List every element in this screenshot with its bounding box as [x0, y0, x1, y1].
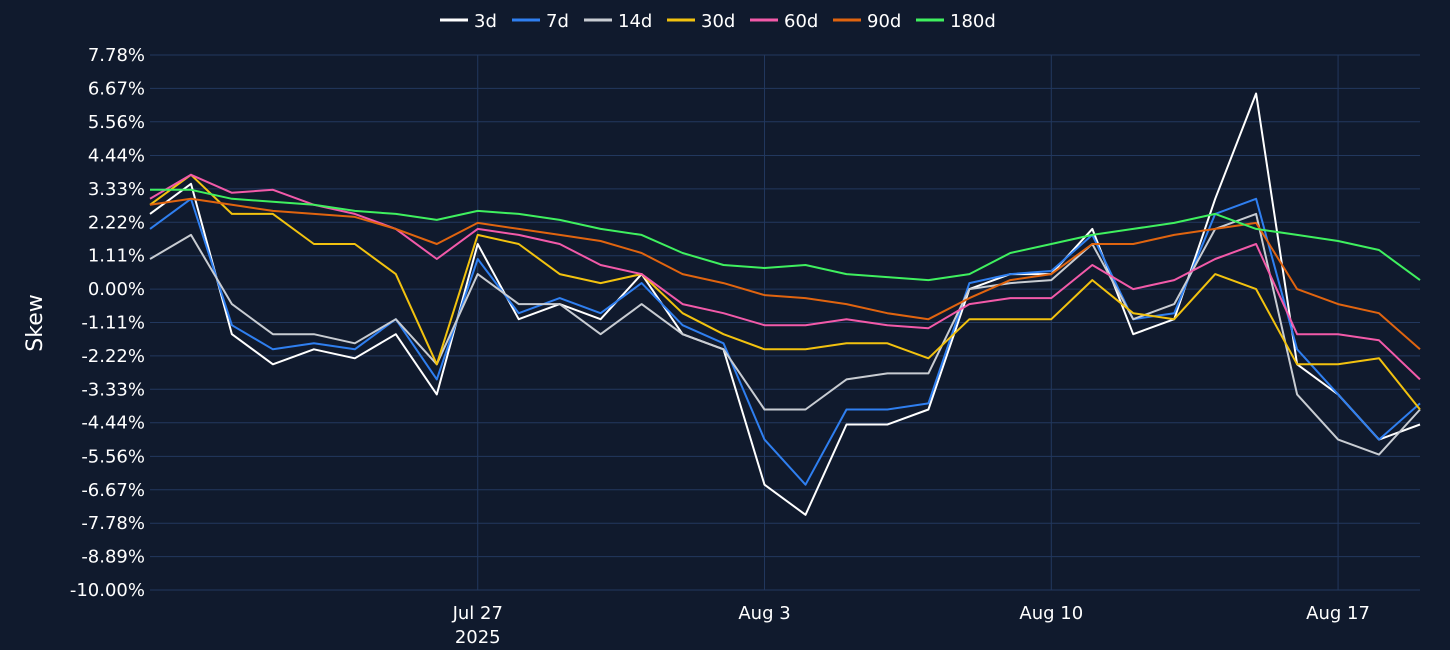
y-axis-title: Skew — [23, 294, 48, 351]
y-tick-label: -3.33% — [81, 379, 145, 400]
series-line-60d — [149, 173, 1421, 381]
x-axis: Jul 27 2025 Aug 3 Aug 10 Aug 17 — [452, 603, 1370, 648]
series-line-180d — [150, 188, 1421, 282]
y-tick-label: 6.67% — [88, 78, 145, 99]
legend-item-14d[interactable]: 14d — [584, 11, 652, 32]
y-tick-label: -7.78% — [81, 513, 145, 534]
x-tick-year-label: 2025 — [455, 627, 501, 648]
legend-label: 60d — [784, 11, 818, 32]
x-tick-label: Jul 27 — [452, 603, 503, 624]
series-line-30d — [149, 173, 1421, 411]
legend-item-90d[interactable]: 90d — [833, 11, 901, 32]
legend-item-3d[interactable]: 3d — [440, 11, 497, 32]
legend-item-180d[interactable]: 180d — [916, 11, 996, 32]
y-tick-label: 0.00% — [88, 279, 145, 300]
y-tick-label: -10.00% — [70, 580, 145, 601]
legend-label: 7d — [546, 11, 569, 32]
y-tick-label: 5.56% — [88, 112, 145, 133]
y-axis: 7.78% 6.67% 5.56% 4.44% 3.33% 2.22% 1.11% 0.00%… — [70, 45, 145, 601]
legend-label: 30d — [701, 11, 735, 32]
y-tick-label: -5.56% — [81, 446, 145, 467]
x-tick-label: Aug 10 — [1019, 603, 1083, 624]
y-tick-label: -2.22% — [81, 346, 145, 367]
x-tick-label: Aug 3 — [738, 603, 790, 624]
legend-item-30d[interactable]: 30d — [667, 11, 735, 32]
grid-lines — [150, 54, 1420, 591]
y-tick-label: 3.33% — [88, 179, 145, 200]
legend[interactable]: 3d 7d 14d 30d 60d 90d 180d — [440, 11, 996, 32]
legend-label: 180d — [950, 11, 996, 32]
y-tick-label: 2.22% — [88, 212, 145, 233]
legend-item-7d[interactable]: 7d — [512, 11, 569, 32]
y-tick-label: -4.44% — [81, 413, 145, 434]
y-tick-label: -8.89% — [81, 547, 145, 568]
series-lines — [149, 92, 1421, 516]
series-line-90d — [149, 197, 1421, 351]
series-line-14d — [149, 212, 1421, 456]
legend-label: 90d — [867, 11, 901, 32]
legend-item-60d[interactable]: 60d — [750, 11, 818, 32]
series-line-3d — [149, 92, 1421, 516]
y-tick-label: 4.44% — [88, 146, 145, 167]
y-tick-label: 1.11% — [88, 246, 145, 267]
y-tick-label: 7.78% — [88, 45, 145, 66]
x-tick-label: Aug 17 — [1306, 603, 1370, 624]
legend-label: 3d — [474, 11, 497, 32]
legend-label: 14d — [618, 11, 652, 32]
y-tick-label: -1.11% — [81, 313, 145, 334]
y-tick-label: -6.67% — [81, 480, 145, 501]
